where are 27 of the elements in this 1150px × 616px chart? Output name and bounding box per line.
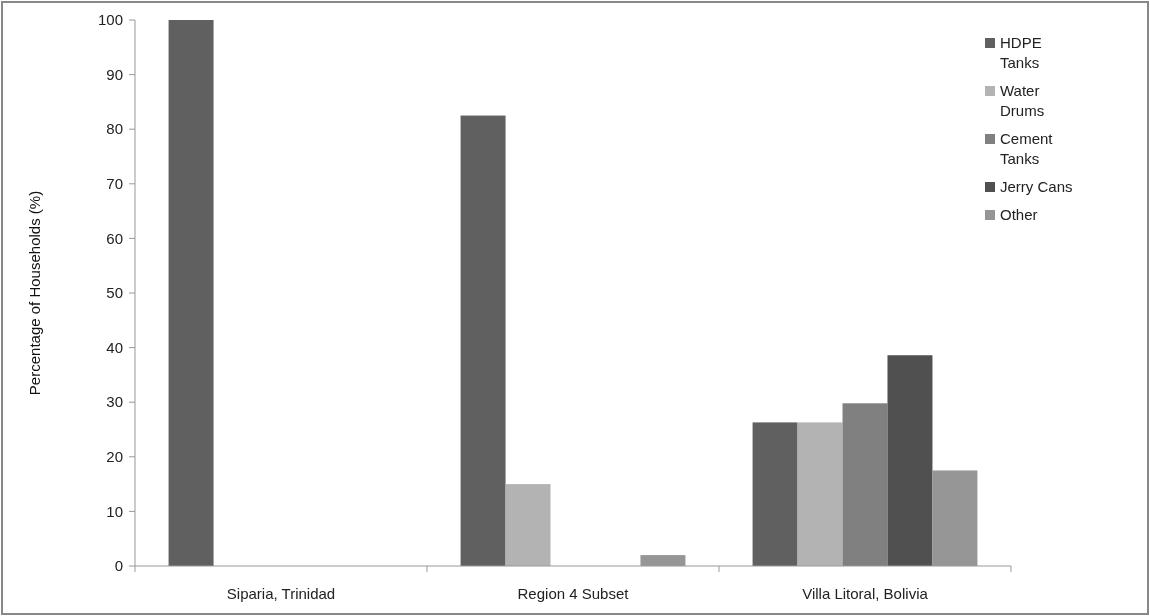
y-tick-label: 50: [106, 284, 123, 302]
legend-label: Water Drums: [1000, 82, 1045, 119]
x-tick-label: Region 4 Subset: [517, 585, 630, 602]
y-tick-label: 70: [106, 175, 123, 193]
bar: [460, 115, 506, 566]
legend-label: Jerry Cans: [1000, 178, 1073, 195]
bar: [887, 355, 933, 566]
y-tick-label: 20: [106, 448, 123, 466]
legend-label: Other: [1000, 206, 1038, 223]
bar: [505, 484, 551, 566]
y-tick-label: 90: [106, 65, 123, 83]
x-tick-label: Villa Litoral, Bolivia: [802, 585, 929, 602]
y-tick-label: 100: [97, 11, 123, 29]
legend-label: HDPE Tanks: [1000, 34, 1042, 71]
legend-label: Cement Tanks: [1000, 130, 1054, 167]
y-tick-label: 0: [114, 557, 123, 575]
bar: [752, 422, 798, 566]
y-tick-label: 80: [106, 120, 123, 138]
y-tick-label: 10: [106, 502, 123, 520]
x-tick-label: Siparia, Trinidad: [226, 585, 336, 602]
bar: [842, 403, 888, 566]
y-axis-title: Percentage of Households (%): [26, 190, 43, 396]
y-tick-label: 40: [106, 338, 123, 356]
y-tick-label: 30: [106, 393, 123, 411]
bar: [797, 422, 843, 566]
bar: [168, 20, 214, 566]
y-tick-label: 60: [106, 229, 123, 247]
